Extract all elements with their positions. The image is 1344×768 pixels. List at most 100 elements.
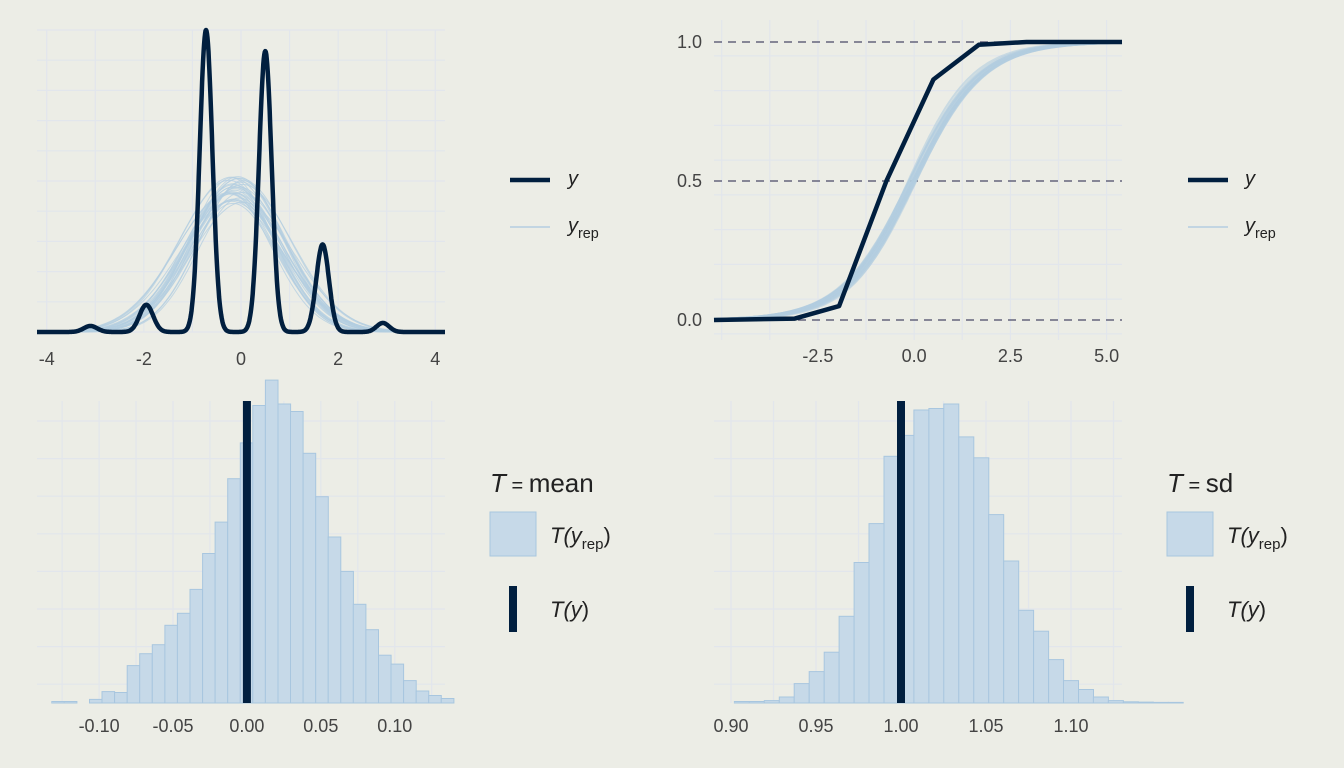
legend-y-label: y xyxy=(1243,168,1256,190)
histogram-bar xyxy=(390,663,405,704)
histogram-bar xyxy=(164,624,178,704)
x-tick-label: 1.05 xyxy=(968,716,1003,736)
histogram-bar xyxy=(883,455,900,704)
y-density-line xyxy=(35,27,447,335)
x-tick-label: -4 xyxy=(39,349,55,369)
x-tick-label: 0.0 xyxy=(902,346,927,366)
histogram-bar xyxy=(189,588,204,704)
histogram-bar xyxy=(252,405,266,704)
histogram-bar xyxy=(290,411,304,704)
histogram-bar xyxy=(227,478,241,704)
histogram-bar xyxy=(264,379,279,704)
histogram-bar xyxy=(176,612,191,704)
histogram-bar xyxy=(853,562,870,704)
histogram-bar xyxy=(988,514,1005,704)
histogram-bar xyxy=(214,521,229,704)
legend-yrep-key xyxy=(1166,511,1214,557)
histogram-bar xyxy=(428,695,442,704)
x-tick-label: 0.00 xyxy=(229,716,264,736)
legend-yrep-label: T(yrep) xyxy=(1227,523,1288,553)
histogram-bar xyxy=(315,496,329,704)
histogram-bar xyxy=(277,403,292,704)
histogram-bar xyxy=(928,408,945,704)
x-tick-label: 4 xyxy=(430,349,440,369)
histogram-bar xyxy=(302,452,317,704)
histogram-bar xyxy=(1107,700,1124,704)
histogram-bar xyxy=(1003,560,1020,704)
legend-y-label: T(y) xyxy=(550,597,589,622)
histogram-bar xyxy=(89,698,103,704)
density-panel: -4 -2 0 2 4 y yrep xyxy=(35,27,599,369)
histogram-bar xyxy=(763,700,780,704)
histogram-bar xyxy=(808,671,825,704)
histogram-bar xyxy=(943,403,960,704)
histogram-bar xyxy=(202,553,216,704)
histogram-bar xyxy=(1137,701,1154,704)
histogram-bar xyxy=(1063,680,1079,704)
legend-yrep-label: yrep xyxy=(1243,215,1276,242)
x-tick-label: 1.00 xyxy=(883,716,918,736)
histogram-bar xyxy=(340,570,354,704)
legend-yrep-label: T(yrep) xyxy=(550,523,611,553)
x-tick-label: 1.10 xyxy=(1053,716,1088,736)
histogram-bar xyxy=(114,692,128,704)
histogram-bar xyxy=(378,654,392,704)
yrep-ecdf-line xyxy=(714,41,1122,321)
legend-title: T = sd xyxy=(1167,468,1233,498)
x-tick-label: 0.05 xyxy=(303,716,338,736)
y-tick-label: 1.0 xyxy=(677,32,702,52)
y-tick-label: 0.0 xyxy=(677,310,702,330)
histogram-bar xyxy=(151,644,166,704)
histogram-bar xyxy=(1078,689,1094,704)
histogram-bar xyxy=(868,523,885,704)
legend-yrep-key xyxy=(489,511,537,557)
histogram-bar xyxy=(823,651,840,704)
histogram-bar xyxy=(958,436,975,704)
histogram-bar xyxy=(327,536,342,704)
sd-histogram-panel: 0.90 0.95 1.00 1.05 1.10 T = sd T(yrep) T(y) xyxy=(713,401,1288,736)
x-tick-label: 0.90 xyxy=(713,716,748,736)
x-tick-label: 0 xyxy=(236,349,246,369)
x-tick-label: 2 xyxy=(333,349,343,369)
legend-yrep-label: yrep xyxy=(566,215,599,242)
histogram-bar xyxy=(1152,701,1169,704)
histogram-bar xyxy=(101,691,116,704)
histogram-bar xyxy=(1167,701,1184,704)
x-tick-label: -2 xyxy=(136,349,152,369)
x-tick-label: 0.95 xyxy=(798,716,833,736)
histogram-bar xyxy=(139,653,153,704)
histogram-bar xyxy=(973,457,990,704)
legend-y-label: y xyxy=(566,168,579,190)
histogram-bar xyxy=(913,409,930,704)
x-tick-label: -2.5 xyxy=(802,346,833,366)
histogram-bar xyxy=(51,701,65,704)
histogram-bar xyxy=(415,690,430,704)
histogram-bar xyxy=(440,698,455,704)
ecdf-panel: 0.0 0.5 1.0 -2.5 0.0 2.5 5.0 y yrep xyxy=(677,20,1276,366)
x-tick-label: 5.0 xyxy=(1094,346,1119,366)
histogram-bar xyxy=(1048,659,1065,704)
x-tick-label: 2.5 xyxy=(998,346,1023,366)
histogram-bar xyxy=(733,701,750,704)
legend-title: T = mean xyxy=(490,468,594,498)
legend-y-label: T(y) xyxy=(1227,597,1266,622)
histogram-bar xyxy=(63,701,78,704)
histogram-bar xyxy=(838,615,855,704)
histogram-bar xyxy=(352,603,367,704)
histogram-bar xyxy=(365,629,379,704)
histogram-bar xyxy=(1092,696,1109,704)
yrep-density-line xyxy=(37,186,445,333)
histogram-bar xyxy=(1122,701,1139,704)
x-tick-label: -0.10 xyxy=(79,716,120,736)
y-tick-label: 0.5 xyxy=(677,171,702,191)
histogram-bar xyxy=(748,701,765,704)
mean-histogram-panel: -0.10 -0.05 0.00 0.05 0.10 T = mean T(yrep) T(y… xyxy=(37,379,611,736)
x-tick-label: -0.05 xyxy=(152,716,193,736)
y-ecdf-line xyxy=(713,39,1122,323)
histogram-bar xyxy=(126,665,141,704)
histogram-bar xyxy=(1018,609,1035,704)
histogram-bar xyxy=(1033,630,1050,704)
histogram-bar xyxy=(778,696,795,704)
